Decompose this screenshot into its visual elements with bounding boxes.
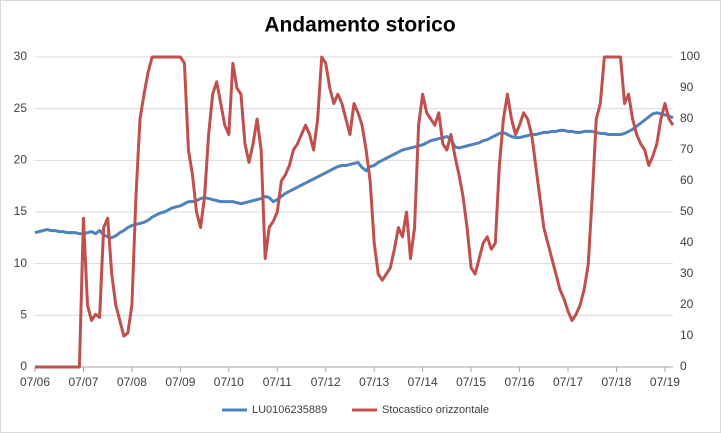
x-tick-label: 07/13: [359, 375, 389, 389]
x-tick-label: 07/11: [263, 375, 292, 389]
x-tick-label: 07/17: [553, 375, 583, 389]
y-tick-label: 20: [14, 153, 28, 167]
y2-tick-label: 90: [680, 80, 694, 94]
y2-tick-label: 20: [680, 297, 694, 311]
y-tick-label: 30: [14, 49, 28, 63]
y2-tick-label: 50: [680, 204, 694, 218]
y2-tick-label: 10: [680, 328, 694, 342]
y2-tick-label: 0: [680, 359, 687, 373]
x-tick-label: 07/09: [165, 375, 195, 389]
y-tick-label: 25: [14, 101, 28, 115]
x-tick-label: 07/16: [505, 375, 535, 389]
x-tick-label: 07/07: [68, 375, 98, 389]
legend-label: Stocastico orizzontale: [382, 404, 489, 416]
data-line: [35, 55, 675, 369]
x-tick-label: 07/15: [456, 375, 486, 389]
y2-tick-label: 40: [680, 235, 694, 249]
y2-tick-label: 30: [680, 266, 694, 280]
y2-tick-label: 100: [680, 49, 700, 63]
x-tick-label: 07/19: [650, 375, 680, 389]
y-tick-label: 15: [14, 204, 28, 218]
y-tick-label: 10: [14, 256, 28, 270]
x-tick-label: 07/06: [20, 375, 50, 389]
y-tick-label: 0: [20, 359, 27, 373]
data-line: [34, 111, 674, 240]
x-tick-label: 07/12: [311, 375, 341, 389]
x-tick-label: 07/14: [408, 375, 438, 389]
x-tick-label: 07/10: [214, 375, 244, 389]
legend-label: LU0106235889: [252, 404, 327, 416]
y2-tick-label: 70: [680, 142, 694, 156]
y2-tick-label: 80: [680, 111, 694, 125]
x-tick-label: 07/08: [117, 375, 147, 389]
y-tick-label: 5: [20, 308, 27, 322]
x-tick-label: 07/18: [601, 375, 631, 389]
chart-title: Andamento storico: [264, 14, 455, 37]
y2-tick-label: 60: [680, 173, 694, 187]
